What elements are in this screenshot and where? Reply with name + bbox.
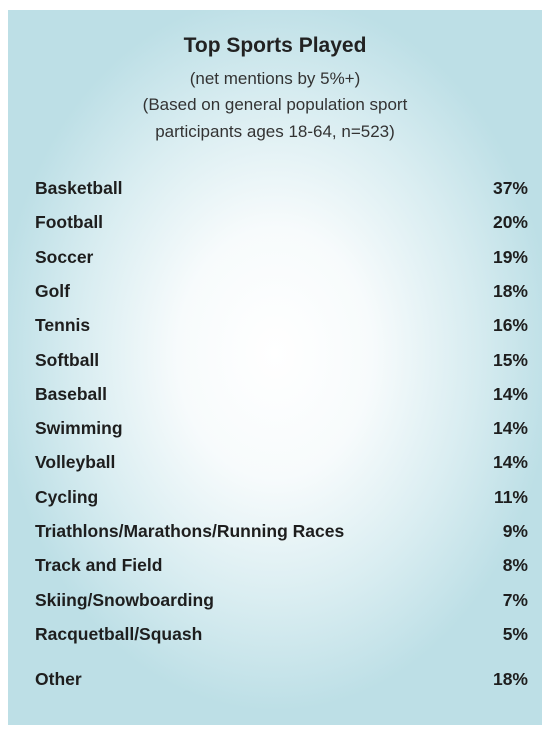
sport-label: Football xyxy=(35,212,104,233)
sport-label: Softball xyxy=(35,349,100,370)
sport-percentage: 5% xyxy=(502,623,528,644)
table-row: Football 20% xyxy=(35,212,528,236)
sport-label: Tennis xyxy=(35,315,91,336)
sport-label: Swimming xyxy=(35,418,123,439)
sport-label: Golf xyxy=(35,280,70,301)
sport-percentage: 18% xyxy=(492,280,528,301)
table-row: Track and Field 8% xyxy=(35,555,528,579)
sport-label: Baseball xyxy=(35,383,107,404)
table-row: Volleyball 14% xyxy=(35,452,528,476)
sport-label: Soccer xyxy=(35,246,94,267)
sport-percentage: 14% xyxy=(492,418,528,439)
sport-label: Cycling xyxy=(35,486,99,507)
sport-percentage: 20% xyxy=(492,212,528,233)
sport-label: Skiing/Snowboarding xyxy=(35,589,214,610)
sport-percentage: 15% xyxy=(492,349,528,370)
sport-percentage: 7% xyxy=(502,589,528,610)
table-row: Baseball 14% xyxy=(35,384,528,408)
table-row: Soccer 19% xyxy=(35,247,528,271)
table-row: Softball 15% xyxy=(35,350,528,374)
table-row: Skiing/Snowboarding 7% xyxy=(35,590,528,614)
chart-panel: Top Sports Played (net mentions by 5%+) … xyxy=(8,10,542,725)
sport-label: Triathlons/Marathons/Running Races xyxy=(35,521,345,541)
table-row: Cycling 11% xyxy=(35,487,528,511)
sport-percentage: 9% xyxy=(502,521,528,541)
sport-percentage: 14% xyxy=(492,452,528,473)
table-row: Other 18% xyxy=(35,669,528,693)
sport-label: Basketball xyxy=(35,178,123,198)
sport-label: Volleyball xyxy=(35,452,116,473)
table-row: Racquetball/Squash 5% xyxy=(35,624,528,648)
sport-label: Track and Field xyxy=(35,555,163,576)
sport-percentage: 37% xyxy=(492,178,528,198)
chart-subtitle-line-1: (net mentions by 5%+) xyxy=(189,69,361,88)
sport-percentage: 19% xyxy=(492,246,528,267)
sport-percentage: 11% xyxy=(493,486,528,507)
table-row: Swimming 14% xyxy=(35,418,528,442)
sport-percentage: 16% xyxy=(492,315,528,336)
table-row: Golf 18% xyxy=(35,281,528,305)
table-row: Triathlons/Marathons/Running Races 9% xyxy=(35,521,528,545)
chart-subtitle-line-2: (Based on general population sport xyxy=(142,95,408,114)
table-row: Tennis 16% xyxy=(35,315,528,339)
sport-percentage: 14% xyxy=(492,383,528,404)
table-row: Basketball 37% xyxy=(35,178,528,202)
chart-subtitle-line-3: participants ages 18-64, n=523) xyxy=(155,122,395,141)
sport-percentage: 18% xyxy=(492,669,528,690)
sport-label: Racquetball/Squash xyxy=(35,623,203,644)
sport-label: Other xyxy=(35,669,82,690)
chart-title: Top Sports Played xyxy=(183,34,367,57)
sport-percentage: 8% xyxy=(502,555,528,576)
